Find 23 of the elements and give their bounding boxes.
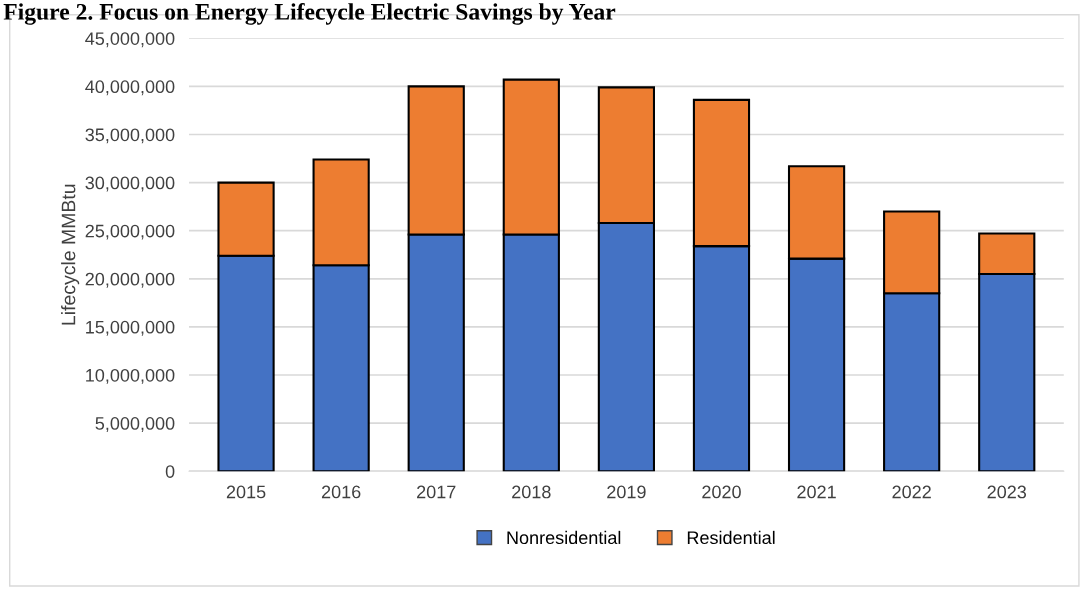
y-tick-label: 45,000,000 <box>85 32 175 48</box>
x-tick-label: 2023 <box>987 485 1027 499</box>
x-tick-label: 2016 <box>321 485 361 499</box>
y-tick-label: 5,000,000 <box>95 417 175 432</box>
x-tick-label: 2021 <box>797 485 836 499</box>
x-tick-label: 2015 <box>226 485 266 499</box>
y-tick-label: 15,000,000 <box>86 320 175 336</box>
y-axis-title: Lifecycle MMBtu <box>61 184 80 325</box>
y-tick-label: 40,000,000 <box>85 80 175 96</box>
x-tick-label: 2020 <box>702 485 741 499</box>
y-tick-label: 30,000,000 <box>85 176 175 192</box>
y-tick-label: 25,000,000 <box>85 224 175 240</box>
legend-label: Nonresidential <box>507 530 621 545</box>
legend-label: Residential <box>687 530 775 545</box>
y-tick-label: 10,000,000 <box>86 368 175 384</box>
y-tick-label: 35,000,000 <box>85 128 175 144</box>
x-tick-label: 2019 <box>607 485 646 499</box>
x-tick-label: 2018 <box>512 485 551 499</box>
y-tick-label: 20,000,000 <box>85 272 175 288</box>
x-tick-label: 2022 <box>892 485 931 499</box>
chart-title: Figure 2. Focus on Energy Lifecycle Electric Savings by Year <box>3 2 616 25</box>
y-tick-label: 0 <box>165 465 175 478</box>
x-tick-label: 2017 <box>417 485 456 499</box>
